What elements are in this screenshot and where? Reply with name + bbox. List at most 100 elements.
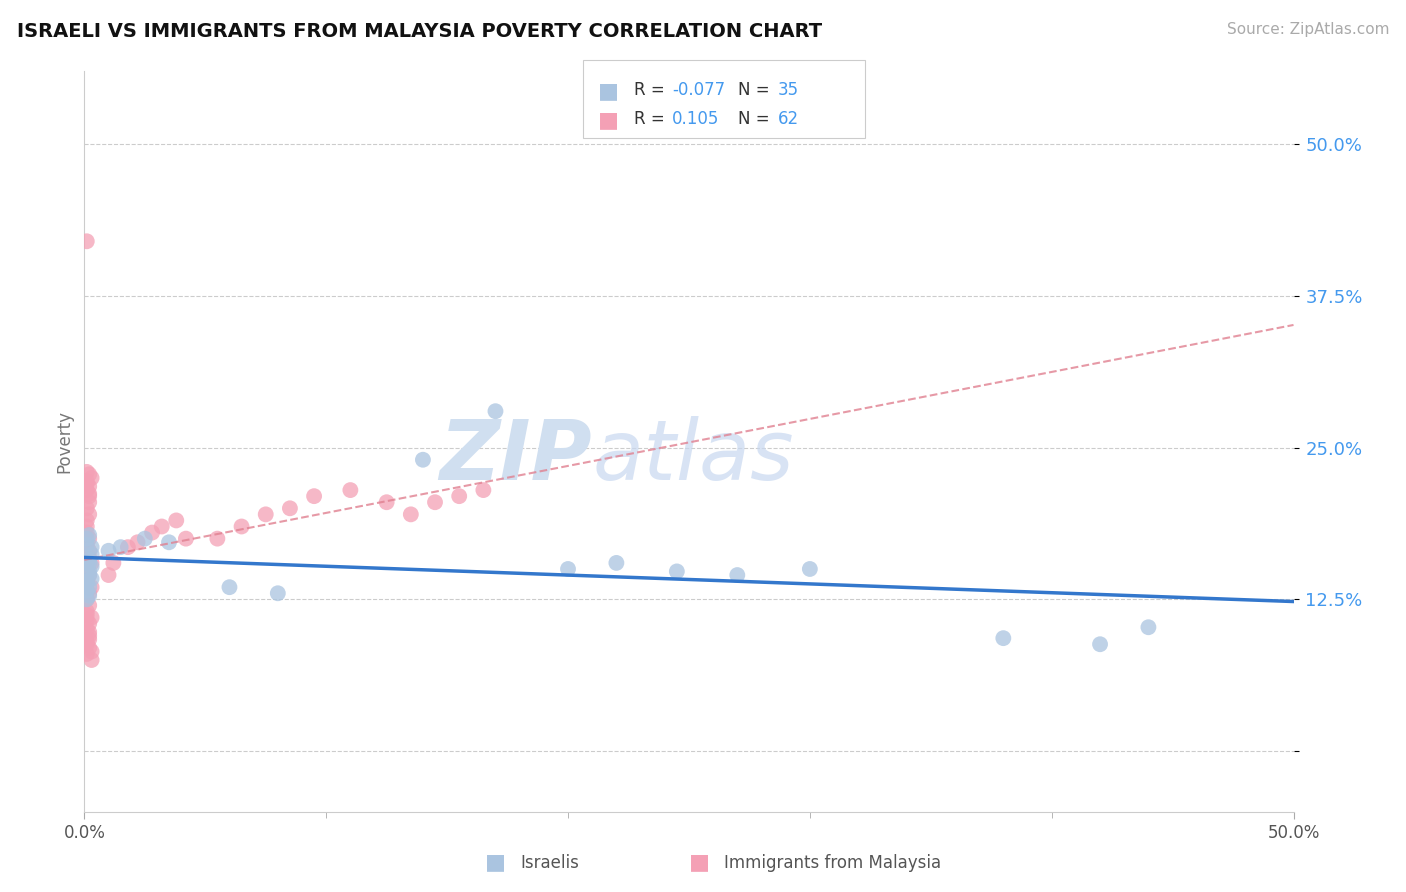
- Text: ■: ■: [485, 853, 506, 872]
- Point: [77, 625, 100, 640]
- Point: [76, 613, 98, 627]
- Point: [77, 508, 100, 522]
- Point: [80, 540, 103, 554]
- Point: [80, 580, 103, 594]
- Point: [77, 552, 100, 566]
- Point: [1137, 620, 1160, 634]
- Point: [76, 538, 98, 552]
- Point: [80, 556, 103, 570]
- Point: [302, 489, 325, 503]
- Text: ■: ■: [689, 853, 710, 872]
- Point: [76, 608, 98, 623]
- Point: [375, 495, 398, 509]
- Point: [141, 525, 163, 540]
- Text: R =: R =: [634, 110, 671, 128]
- Point: [557, 562, 579, 576]
- Point: [77, 616, 100, 631]
- Point: [993, 631, 1015, 645]
- Point: [76, 583, 98, 598]
- Point: [1088, 637, 1111, 651]
- Text: 62: 62: [778, 110, 799, 128]
- Text: Immigrants from Malaysia: Immigrants from Malaysia: [724, 855, 941, 872]
- Point: [76, 234, 98, 248]
- Point: [449, 489, 471, 503]
- Point: [484, 404, 506, 418]
- Point: [76, 483, 98, 497]
- Point: [278, 501, 301, 516]
- Point: [76, 532, 98, 546]
- Point: [77, 589, 100, 603]
- Point: [76, 592, 98, 607]
- Point: [76, 475, 98, 489]
- Point: [207, 532, 229, 546]
- Point: [157, 535, 180, 549]
- Point: [77, 489, 100, 503]
- Text: ZIP: ZIP: [440, 416, 592, 497]
- Text: 35: 35: [778, 81, 799, 99]
- Text: ■: ■: [598, 81, 619, 101]
- Text: ISRAELI VS IMMIGRANTS FROM MALAYSIA POVERTY CORRELATION CHART: ISRAELI VS IMMIGRANTS FROM MALAYSIA POVE…: [17, 22, 823, 41]
- Point: [97, 543, 120, 558]
- Point: [77, 565, 100, 579]
- Point: [80, 559, 103, 574]
- Point: [77, 487, 100, 501]
- Point: [76, 465, 98, 479]
- Point: [76, 513, 98, 527]
- Point: [76, 604, 98, 618]
- Point: [76, 562, 98, 576]
- Point: [80, 548, 103, 562]
- Point: [117, 540, 139, 554]
- Point: [725, 568, 748, 582]
- Point: [77, 586, 100, 600]
- Point: [231, 519, 253, 533]
- Point: [76, 538, 98, 552]
- Point: [77, 467, 100, 482]
- Point: [77, 479, 100, 493]
- Point: [174, 532, 197, 546]
- Point: [97, 568, 120, 582]
- Text: 0.105: 0.105: [672, 110, 720, 128]
- Point: [76, 574, 98, 588]
- Text: ■: ■: [598, 110, 619, 129]
- Y-axis label: Poverty: Poverty: [55, 410, 73, 473]
- Point: [76, 635, 98, 649]
- Point: [110, 540, 132, 554]
- Point: [76, 525, 98, 540]
- Point: [76, 556, 98, 570]
- Text: Source: ZipAtlas.com: Source: ZipAtlas.com: [1226, 22, 1389, 37]
- Point: [76, 637, 98, 651]
- Point: [80, 471, 103, 485]
- Point: [339, 483, 361, 497]
- Text: R =: R =: [634, 81, 671, 99]
- Point: [134, 532, 156, 546]
- Point: [76, 576, 98, 591]
- Point: [665, 565, 688, 579]
- Point: [80, 653, 103, 667]
- Point: [77, 568, 100, 582]
- Point: [77, 632, 100, 647]
- Point: [218, 580, 240, 594]
- Point: [77, 543, 100, 558]
- Point: [77, 556, 100, 570]
- Text: atlas: atlas: [592, 416, 794, 497]
- Point: [267, 586, 290, 600]
- Point: [150, 519, 173, 533]
- Point: [76, 519, 98, 533]
- Point: [165, 513, 187, 527]
- Point: [77, 640, 100, 655]
- Point: [472, 483, 495, 497]
- Point: [80, 610, 103, 624]
- Point: [254, 508, 277, 522]
- Point: [605, 556, 627, 570]
- Text: Israelis: Israelis: [520, 855, 579, 872]
- Point: [76, 623, 98, 637]
- Point: [77, 580, 100, 594]
- Text: -0.077: -0.077: [672, 81, 725, 99]
- Point: [80, 644, 103, 658]
- Point: [412, 452, 434, 467]
- Point: [76, 647, 98, 661]
- Point: [76, 501, 98, 516]
- Point: [77, 495, 100, 509]
- Point: [103, 556, 125, 570]
- Point: [423, 495, 446, 509]
